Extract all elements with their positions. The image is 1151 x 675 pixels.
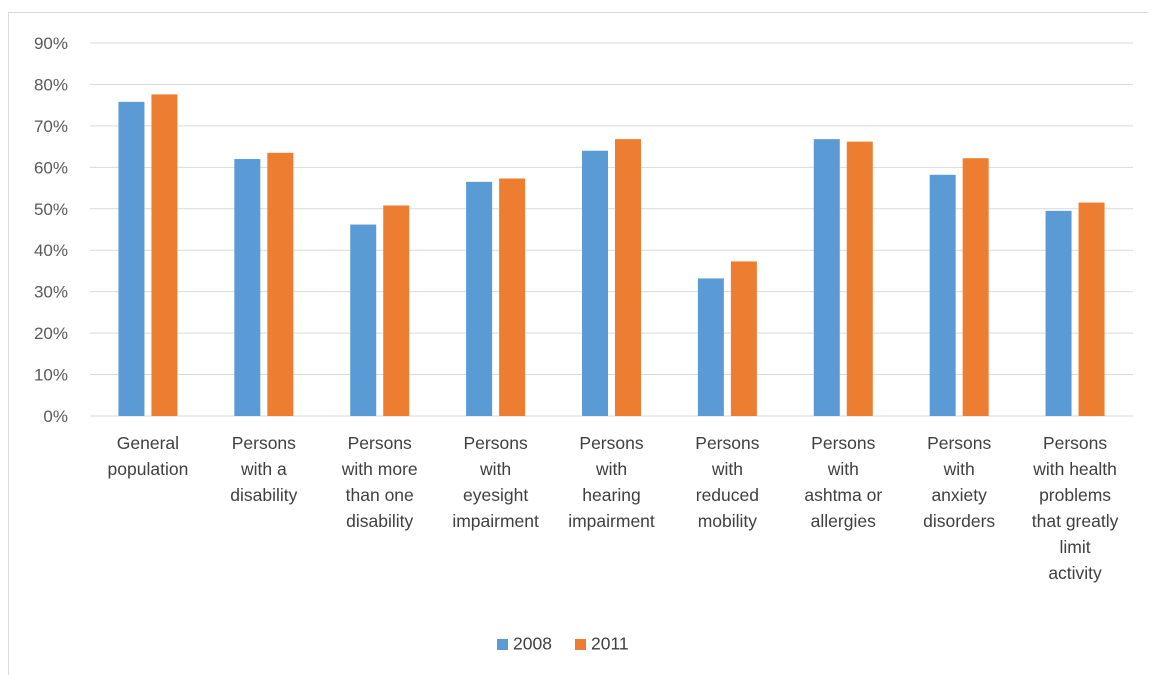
bar-2011-7	[962, 158, 989, 416]
x-category-label: disability	[230, 485, 297, 505]
x-category-label: with more	[341, 459, 418, 479]
x-category-label: than one	[346, 485, 414, 505]
x-category-label: Persons	[232, 433, 296, 453]
bar-2008-0	[118, 101, 145, 417]
x-category-label: disability	[346, 511, 413, 531]
x-category-label: Persons	[464, 433, 528, 453]
x-category-label: hearing	[582, 485, 640, 505]
bar-2011-0	[151, 94, 178, 416]
x-category-label: impairment	[452, 511, 539, 531]
y-tick-label: 40%	[34, 241, 68, 260]
x-category-label: with	[711, 459, 743, 479]
x-category-label: mobility	[698, 511, 758, 531]
x-category-label: with	[827, 459, 859, 479]
x-category-label: Persons	[811, 433, 875, 453]
legend-swatch-2011	[575, 639, 586, 650]
y-tick-label: 80%	[34, 75, 68, 94]
x-category-label: Persons	[695, 433, 759, 453]
legend-swatch-2008	[497, 639, 508, 650]
x-category-label: reduced	[696, 485, 759, 505]
bar-2011-3	[499, 178, 526, 416]
bar-2011-4	[615, 139, 641, 416]
bar-2008-4	[582, 150, 608, 416]
x-category-label: that greatly	[1032, 511, 1119, 531]
x-category-label: with	[479, 459, 511, 479]
bar-2011-5	[730, 261, 757, 416]
bar-2008-3	[466, 181, 493, 416]
y-tick-label: 60%	[34, 158, 68, 177]
bar-2011-1	[267, 152, 294, 417]
bar-2008-6	[813, 139, 840, 416]
bar-2008-5	[697, 278, 724, 416]
x-category-label: eyesight	[463, 485, 528, 505]
x-category-label: activity	[1048, 563, 1102, 583]
bar-2008-7	[929, 174, 956, 416]
x-category-label: Persons	[348, 433, 412, 453]
x-category-label: with health	[1032, 459, 1117, 479]
legend-label: 2008	[513, 634, 552, 654]
x-category-label: allergies	[811, 511, 876, 531]
y-tick-label: 30%	[34, 283, 68, 302]
x-category-label: limit	[1060, 537, 1091, 557]
legend-label: 2011	[591, 634, 629, 654]
x-category-label: with	[943, 459, 975, 479]
x-category-label: problems	[1039, 485, 1111, 505]
bar-2008-2	[350, 224, 377, 416]
y-tick-label: 20%	[34, 324, 68, 343]
x-category-label: General	[117, 433, 179, 453]
bar-2011-8	[1078, 202, 1105, 416]
x-category-label: Persons	[1043, 433, 1107, 453]
y-tick-label: 70%	[34, 117, 68, 136]
y-tick-label: 10%	[34, 366, 68, 385]
bar-2008-8	[1045, 210, 1072, 416]
x-category-label: with a	[240, 459, 287, 479]
x-category-label: Persons	[927, 433, 991, 453]
y-tick-label: 90%	[34, 34, 68, 53]
x-category-label: ashtma or	[804, 485, 882, 505]
x-category-label: Persons	[579, 433, 643, 453]
x-category-label: anxiety	[931, 485, 987, 505]
x-category-label: population	[108, 459, 189, 479]
x-category-label: impairment	[568, 511, 655, 531]
bar-2011-6	[846, 141, 873, 417]
bar-2011-2	[383, 205, 410, 416]
chart-frame	[8, 12, 1148, 675]
y-tick-label: 50%	[34, 200, 68, 219]
x-category-label: with	[595, 459, 627, 479]
bar-2008-1	[234, 159, 261, 417]
y-tick-label: 0%	[43, 407, 68, 426]
x-category-label: disorders	[923, 511, 995, 531]
